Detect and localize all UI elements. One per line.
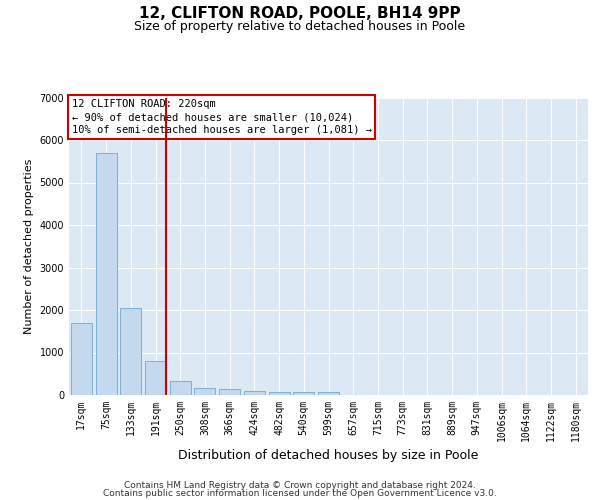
Y-axis label: Number of detached properties: Number of detached properties xyxy=(24,158,34,334)
Text: 12 CLIFTON ROAD: 220sqm
← 90% of detached houses are smaller (10,024)
10% of sem: 12 CLIFTON ROAD: 220sqm ← 90% of detache… xyxy=(71,99,371,136)
Bar xyxy=(170,382,191,395)
Bar xyxy=(145,361,166,395)
Bar xyxy=(293,392,314,395)
Bar xyxy=(269,392,290,395)
Bar xyxy=(120,308,141,395)
Bar xyxy=(244,391,265,395)
Text: Size of property relative to detached houses in Poole: Size of property relative to detached ho… xyxy=(134,20,466,33)
Bar xyxy=(219,390,240,395)
Bar xyxy=(71,323,92,395)
Text: 12, CLIFTON ROAD, POOLE, BH14 9PP: 12, CLIFTON ROAD, POOLE, BH14 9PP xyxy=(139,6,461,20)
Bar xyxy=(194,388,215,395)
Bar xyxy=(318,392,339,395)
Bar xyxy=(95,153,116,395)
Text: Contains HM Land Registry data © Crown copyright and database right 2024.: Contains HM Land Registry data © Crown c… xyxy=(124,480,476,490)
Text: Contains public sector information licensed under the Open Government Licence v3: Contains public sector information licen… xyxy=(103,489,497,498)
X-axis label: Distribution of detached houses by size in Poole: Distribution of detached houses by size … xyxy=(178,450,479,462)
